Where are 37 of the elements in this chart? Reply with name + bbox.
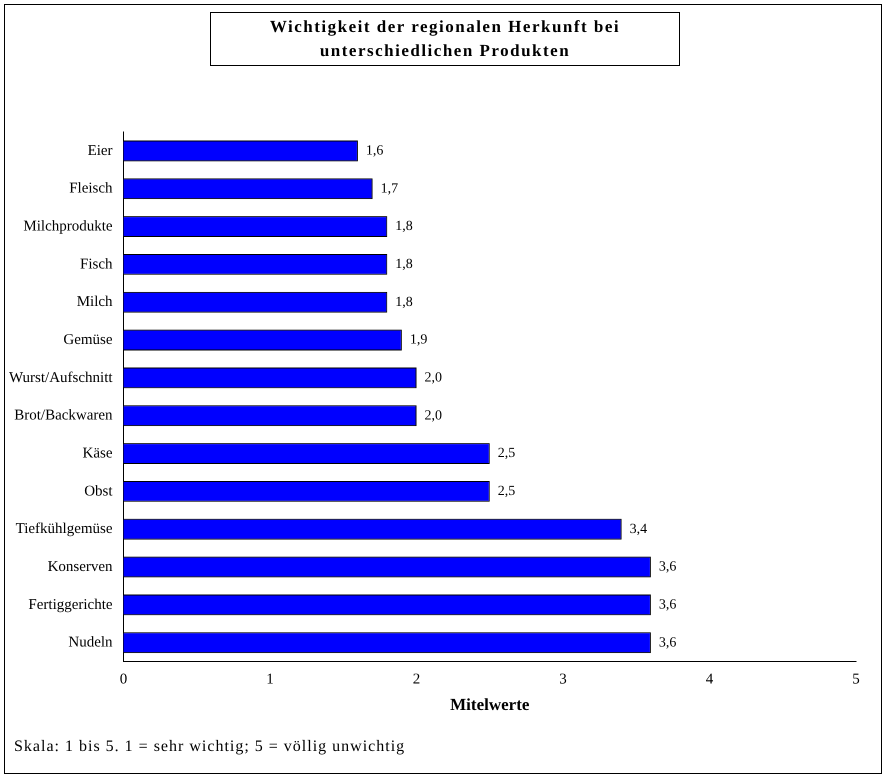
x-tick-label: 3 [559, 672, 567, 688]
x-tick-label: 2 [412, 672, 420, 688]
y-tick-label: Fleisch [69, 180, 114, 197]
x-tick-label: 4 [706, 672, 714, 688]
data-label: 2,0 [424, 408, 442, 424]
data-label: 2,5 [498, 446, 516, 462]
y-tick-label: Käse [82, 445, 113, 462]
text: Skala: 1 bis 5. 1 = sehr wichtig; 5 = völlig unwichtig [14, 738, 406, 756]
data-label: 1,7 [380, 181, 398, 196]
x-axis-title: Mitelwerte [450, 695, 530, 714]
y-tick-label: Konserven [48, 558, 114, 575]
data-label: 1,8 [395, 219, 413, 234]
data-label: 3,4 [630, 522, 648, 537]
data-label: 3,6 [658, 560, 676, 575]
data-label: 2,0 [424, 370, 442, 386]
y-tick-label: Wurst/Aufschnitt [8, 370, 114, 386]
y-tick-label: Tiefkühlgemüse [16, 521, 113, 538]
data-label: 1,6 [366, 144, 384, 159]
data-label: 2,5 [498, 484, 516, 500]
y-tick-label: Fertiggerichte [28, 596, 113, 613]
data-label: 3,6 [658, 598, 676, 613]
data-label: 1,8 [395, 257, 413, 272]
y-tick-label: Nudeln [68, 634, 114, 651]
chart-title: Wichtigkeit der regionalen Herkunft bei unterschiedlichen Produkten [210, 12, 680, 66]
x-tick-label: 0 [120, 672, 128, 688]
data-label: 1,9 [410, 332, 428, 348]
data-label: 3,6 [658, 635, 676, 650]
x-tick-label: 1 [266, 672, 274, 688]
y-tick-label: Milchprodukte [23, 218, 113, 235]
y-tick-label: Brot/Backwaren [14, 408, 114, 424]
y-tick-label: Obst [84, 483, 114, 500]
y-tick-label: Gemüse [63, 332, 113, 348]
y-tick-label: Eier [88, 142, 113, 159]
x-tick-label: 5 [852, 672, 860, 688]
y-tick-label: Fisch [80, 256, 114, 272]
data-label: 1,8 [395, 294, 413, 310]
y-tick-label: Milch [76, 294, 114, 310]
